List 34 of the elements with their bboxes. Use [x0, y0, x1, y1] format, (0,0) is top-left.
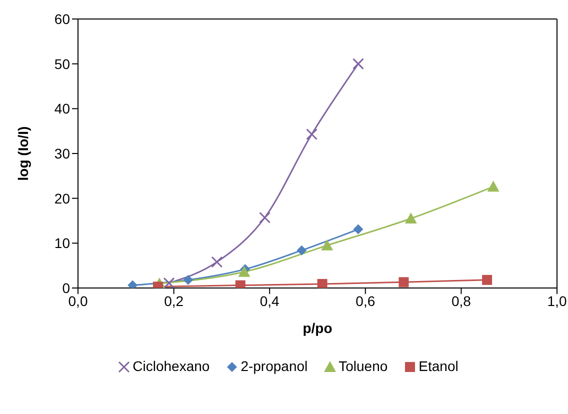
legend-label: 2-propanol [240, 358, 308, 374]
point [487, 180, 500, 192]
y-tick-label: 20 [54, 190, 70, 206]
y-axis-title: log (Io/I) [14, 126, 31, 181]
point [306, 128, 318, 140]
x-tick-label: 0,6 [356, 292, 376, 309]
y-tick-label: 50 [54, 56, 70, 72]
x-tick-label: 0,4 [260, 292, 280, 309]
point [352, 58, 364, 70]
point [211, 256, 223, 268]
legend-label: Etanol [418, 358, 458, 374]
x-tick-label: 0,2 [164, 292, 184, 309]
x-axis-title: p/po [302, 320, 332, 336]
point [404, 212, 417, 224]
point [353, 224, 364, 234]
y-tick-label: 30 [54, 145, 70, 162]
point [482, 274, 492, 285]
x-tick-label: 0,8 [451, 292, 472, 309]
point [259, 212, 271, 224]
y-tick-label: 40 [54, 100, 70, 117]
legend-label: Ciclohexano [132, 358, 210, 374]
point [398, 277, 409, 288]
point [317, 278, 328, 288]
point [183, 274, 194, 285]
point [321, 239, 334, 250]
y-tick-label: 10 [54, 235, 70, 252]
y-tick-label: 0 [62, 280, 70, 296]
point [296, 245, 307, 256]
point [163, 277, 175, 288]
x-tick-label: 1,0 [547, 292, 567, 309]
point [238, 266, 250, 277]
x-tick-label: 0,0 [68, 292, 88, 309]
legend-label: Tolueno [338, 358, 388, 374]
y-tick-label: 60 [54, 10, 70, 27]
